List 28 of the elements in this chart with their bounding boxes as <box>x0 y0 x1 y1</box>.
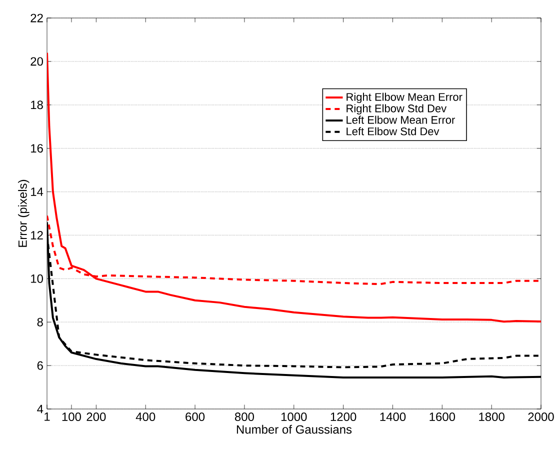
y-tick-label: 18 <box>31 100 43 110</box>
x-axis-title: Number of Gaussians <box>236 424 352 434</box>
x-tick-label: 1600 <box>430 412 456 422</box>
x-tick-label: 1800 <box>479 412 504 422</box>
y-tick-label: 6 <box>37 361 43 370</box>
x-tick-label: 200 <box>86 412 106 422</box>
x-tick-label: 600 <box>186 412 205 422</box>
x-tick-label: 1000 <box>281 412 307 422</box>
x-tick-label: 1400 <box>380 412 406 422</box>
y-tick-label: 4 <box>37 404 44 414</box>
y-tick-label: 22 <box>30 14 43 22</box>
y-tick-label: 16 <box>31 144 43 153</box>
y-axis-title: Error (pixels) <box>18 180 30 247</box>
legend-label: Left Elbow Std Dev <box>346 127 440 136</box>
y-tick-label: 8 <box>37 318 43 326</box>
legend-label: Right Elbow Std Dev <box>346 104 447 114</box>
x-tick-label: 1 <box>44 412 50 421</box>
legend-label: Right Elbow Mean Error <box>346 92 462 104</box>
y-tick-label: 12 <box>31 231 43 240</box>
x-tick-label: 100 <box>62 412 82 422</box>
x-tick-label: 2000 <box>528 412 554 422</box>
legend-label: Left Elbow Mean Error <box>346 116 455 124</box>
x-tick-label: 800 <box>234 412 254 422</box>
y-tick-label: 14 <box>31 188 44 196</box>
y-tick-label: 10 <box>31 274 44 283</box>
x-tick-label: 1200 <box>330 412 356 422</box>
y-tick-label: 20 <box>30 57 44 66</box>
x-tick-label: 400 <box>136 412 156 422</box>
